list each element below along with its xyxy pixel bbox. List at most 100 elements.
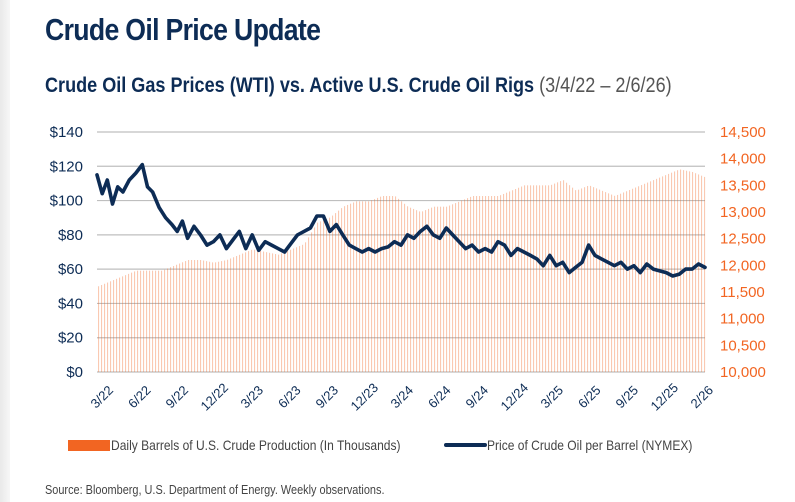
- production-bar: [116, 278, 118, 372]
- x-tick-label: 12/25: [648, 380, 682, 414]
- production-bar: [602, 190, 604, 372]
- production-bar: [659, 177, 661, 372]
- production-bar: [137, 270, 139, 372]
- production-bar: [188, 260, 190, 372]
- x-tick-label: 3/25: [538, 383, 567, 412]
- production-bar: [338, 210, 340, 372]
- x-tick-label: 6/22: [125, 383, 154, 412]
- production-bar: [182, 262, 184, 372]
- production-bar: [593, 187, 595, 372]
- production-bar: [587, 185, 589, 372]
- production-bar: [656, 178, 658, 372]
- production-bar: [449, 205, 451, 372]
- production-bar: [203, 260, 205, 372]
- production-bar: [386, 196, 388, 372]
- x-tick-label: 3/23: [238, 383, 267, 412]
- production-bar: [287, 251, 289, 372]
- production-bar: [680, 169, 682, 372]
- production-bar: [389, 196, 391, 372]
- production-bar: [185, 261, 187, 372]
- x-tick-label: 12/24: [498, 380, 532, 414]
- production-bar: [596, 188, 598, 372]
- production-bar: [575, 190, 577, 372]
- production-bar: [482, 196, 484, 372]
- production-bar: [572, 187, 574, 372]
- production-bar: [638, 186, 640, 372]
- production-bar: [470, 196, 472, 372]
- production-bar: [650, 181, 652, 372]
- production-bar: [671, 172, 673, 372]
- x-tick-label: 12/22: [198, 380, 232, 414]
- production-bar: [374, 199, 376, 372]
- production-bar: [98, 286, 100, 372]
- x-tick-label: 3/24: [388, 383, 417, 412]
- production-bar: [242, 253, 244, 372]
- production-bar: [584, 187, 586, 372]
- production-bar: [392, 196, 394, 372]
- production-bar: [536, 185, 538, 372]
- production-bar: [569, 185, 571, 372]
- y-left-tick-label: $120: [50, 158, 83, 175]
- production-bar: [539, 185, 541, 372]
- y-left-tick-label: $40: [58, 295, 83, 312]
- production-bar: [491, 196, 493, 372]
- production-bar: [422, 211, 424, 372]
- production-bar: [614, 195, 616, 372]
- production-bar: [320, 221, 322, 372]
- production-bar: [653, 180, 655, 372]
- legend-price-label: Price of Crude Oil per Barrel (NYMEX): [487, 437, 693, 453]
- production-bar: [353, 202, 355, 372]
- x-tick-label: 12/23: [348, 380, 382, 414]
- production-bar: [461, 200, 463, 372]
- production-bar: [263, 251, 265, 372]
- production-bar: [677, 170, 679, 372]
- production-bar: [146, 270, 148, 372]
- production-bar: [176, 264, 178, 372]
- price-line: [95, 162, 707, 278]
- production-bar: [626, 191, 628, 372]
- production-bar: [104, 283, 106, 372]
- production-bar: [278, 254, 280, 372]
- production-bar: [527, 185, 529, 372]
- production-bar: [230, 258, 232, 372]
- production-bar: [632, 188, 634, 372]
- production-bar: [143, 270, 145, 372]
- y-right-tick-label: 14,500: [720, 124, 766, 141]
- production-bar: [170, 267, 172, 372]
- production-bar: [323, 220, 325, 372]
- production-bar: [437, 206, 439, 372]
- production-bar: [128, 273, 130, 372]
- production-bar: [260, 250, 262, 372]
- production-bar: [152, 270, 154, 372]
- production-bar: [281, 253, 283, 372]
- production-bar: [155, 270, 157, 372]
- production-bar: [695, 173, 697, 372]
- production-bar: [284, 252, 286, 372]
- production-bar: [674, 171, 676, 372]
- production-bar: [686, 170, 688, 372]
- production-bar: [566, 182, 568, 372]
- production-bar: [344, 206, 346, 372]
- production-bars: [98, 169, 706, 372]
- production-bar: [134, 271, 136, 372]
- production-bar: [314, 227, 316, 372]
- production-bar: [410, 207, 412, 372]
- y-right-tick-label: 12,000: [720, 257, 766, 274]
- x-tick-label: 9/25: [613, 383, 642, 412]
- production-bar: [557, 182, 559, 372]
- production-bar: [689, 171, 691, 372]
- production-bar: [416, 210, 418, 372]
- y-right-tick-label: 13,000: [720, 204, 766, 221]
- production-bar: [131, 272, 133, 372]
- production-bar: [383, 196, 385, 372]
- production-bar: [500, 195, 502, 372]
- y-right-tick-label: 11,500: [720, 284, 765, 301]
- production-bar: [524, 185, 526, 372]
- production-bar: [221, 261, 223, 372]
- y-left-tick-label: $140: [50, 124, 83, 141]
- production-bar: [254, 249, 256, 372]
- production-bar: [521, 186, 523, 372]
- production-bar: [335, 213, 337, 372]
- y-left-tick-label: $0: [66, 364, 83, 381]
- y-left-tick-label: $20: [58, 330, 83, 347]
